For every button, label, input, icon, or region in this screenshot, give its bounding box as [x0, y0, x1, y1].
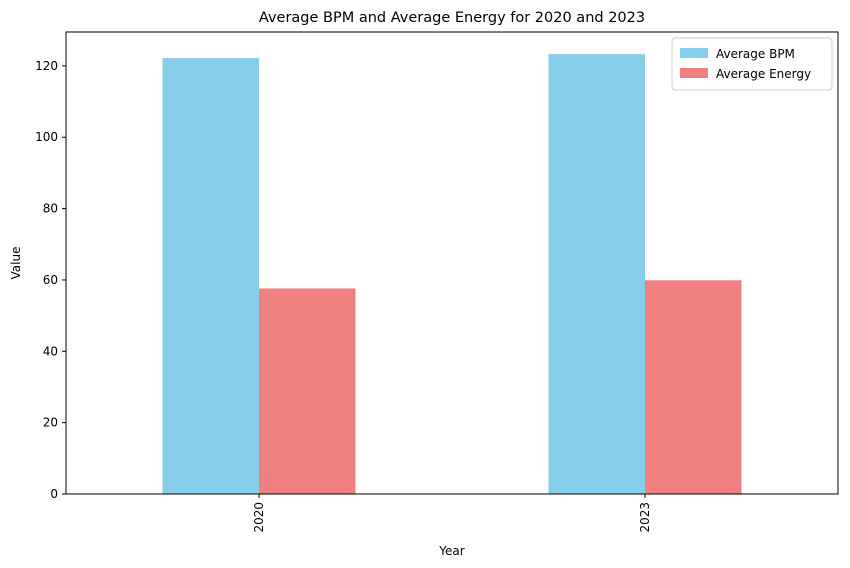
y-axis-label: Value	[9, 247, 23, 280]
x-axis: 2020 2023	[252, 494, 652, 533]
y-tick-label: 100	[35, 130, 58, 144]
bar-average-bpm-2020	[162, 58, 259, 494]
y-tick-label: 80	[43, 202, 58, 216]
bar-average-energy-2020	[259, 288, 356, 494]
legend-swatch	[680, 48, 708, 58]
plot-frame	[65, 31, 839, 495]
x-tick-label: 2020	[252, 502, 266, 533]
plot-area	[65, 31, 839, 495]
y-tick-label: 60	[43, 273, 58, 287]
y-tick-label: 40	[43, 344, 58, 358]
bar-average-energy-2023	[645, 280, 742, 494]
chart-title: Average BPM and Average Energy for 2020 …	[259, 10, 645, 26]
y-axis: 0 20 40 60 80 100 120	[35, 59, 66, 501]
y-tick-label: 20	[43, 416, 58, 430]
legend: Average BPM Average Energy	[671, 37, 833, 91]
bar-average-bpm-2023	[548, 54, 645, 495]
x-tick-label: 2023	[638, 502, 652, 533]
y-tick-label: 0	[50, 487, 58, 501]
y-tick-label: 120	[35, 59, 58, 73]
legend-box	[671, 37, 833, 91]
bars-group	[162, 54, 742, 495]
legend-label: Average BPM	[716, 47, 795, 61]
legend-swatch	[680, 68, 708, 78]
x-axis-label: Year	[438, 544, 464, 558]
legend-label: Average Energy	[716, 67, 811, 81]
